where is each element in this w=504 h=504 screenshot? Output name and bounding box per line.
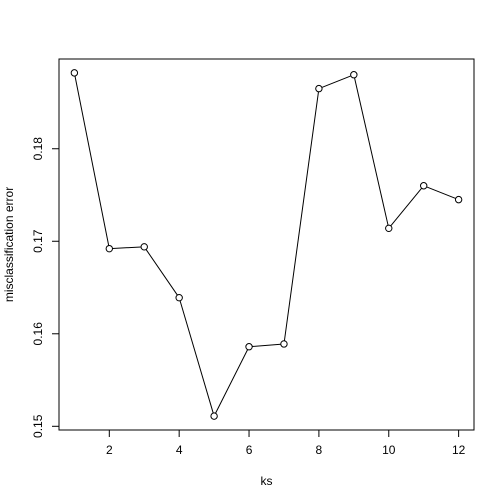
x-tick-label: 8 (316, 443, 323, 457)
data-point (315, 84, 323, 93)
series-line (74, 75, 456, 414)
data-point (175, 293, 183, 302)
x-tick-label: 6 (246, 443, 253, 457)
data-point (350, 71, 358, 79)
data-point (245, 343, 253, 351)
data-point (105, 244, 114, 253)
data-point (210, 412, 218, 420)
x-tick-label: 2 (106, 443, 113, 457)
y-tick-label: 0.15 (31, 414, 45, 438)
data-point (419, 182, 428, 190)
y-tick-label: 0.18 (31, 137, 45, 161)
data-point (454, 195, 463, 204)
data-point (70, 69, 79, 77)
y-tick-label: 0.16 (31, 322, 45, 346)
data-point (385, 224, 393, 233)
y-tick-label: 0.17 (31, 229, 45, 253)
x-tick-label: 12 (452, 443, 466, 457)
x-axis: 2 4 6 8 10 12 (106, 429, 466, 457)
y-axis-title: misclassification error (2, 187, 16, 302)
x-tick-label: 4 (176, 443, 183, 457)
y-axis: 0.15 0.16 0.17 0.18 (31, 137, 60, 438)
data-point (280, 340, 288, 348)
x-tick-label: 10 (382, 443, 396, 457)
data-points (70, 69, 463, 420)
data-point (140, 243, 148, 251)
x-axis-title: ks (261, 474, 273, 488)
plot-box (58, 58, 475, 431)
